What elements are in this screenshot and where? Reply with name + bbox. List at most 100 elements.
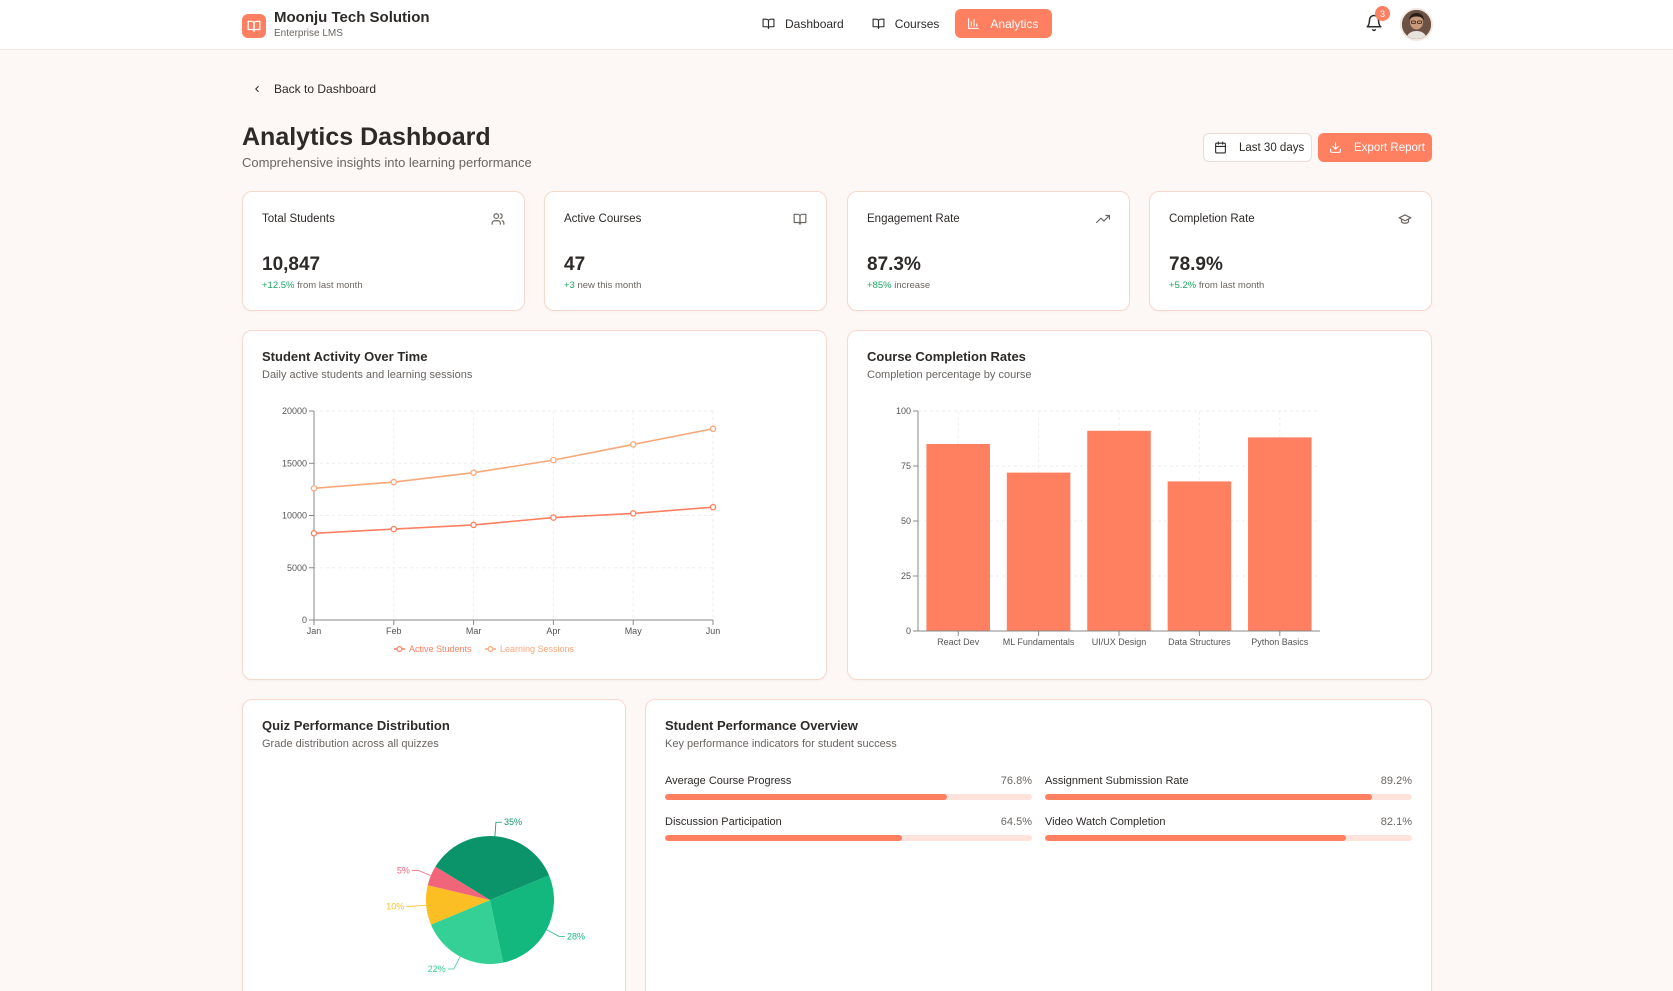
pie-leader-line — [494, 821, 502, 837]
nav-dashboard[interactable]: Dashboard — [750, 9, 856, 38]
book-open-icon — [242, 13, 266, 38]
users-icon — [491, 213, 505, 225]
x-tick-label: Data Structures — [1168, 637, 1231, 647]
kpi-value: 82.1% — [1380, 816, 1412, 828]
stat-value: 10,847 — [262, 254, 321, 275]
data-point — [390, 478, 398, 486]
y-tick-label: 25 — [901, 571, 911, 581]
pie-slice — [430, 900, 504, 964]
legend-label: Active Students — [409, 644, 472, 654]
x-tick-label: Mar — [466, 626, 482, 636]
stat-delta: +3 new this month — [564, 280, 642, 291]
progress-fill — [1045, 835, 1347, 841]
brand-subtitle: Enterprise LMS — [274, 28, 343, 39]
page-subtitle: Comprehensive insights into learning per… — [242, 155, 532, 170]
course-completion-chart: 0 25 50 75 100 React Dev ML Fundamentals UI/UX … — [896, 406, 1320, 647]
export-report-button[interactable]: Export Report — [1318, 133, 1432, 162]
chevron-left-icon — [255, 85, 259, 93]
student-activity-card: Student Activity Over Time Daily active … — [242, 330, 827, 680]
book-open-icon — [872, 18, 885, 29]
pie-leader-line — [411, 869, 431, 877]
graduation-cap-icon — [1398, 214, 1412, 224]
avatar[interactable] — [1400, 8, 1433, 41]
stat-delta: +12.5% from last month — [262, 280, 363, 291]
legend-marker — [396, 646, 403, 653]
pie-slice — [427, 866, 490, 900]
y-tick-label: 0 — [302, 615, 307, 625]
stat-delta: +85% increase — [867, 280, 931, 291]
x-tick-label: Python Basics — [1251, 637, 1309, 647]
back-link[interactable]: Back to Dashboard — [252, 82, 376, 96]
nav-label: Dashboard — [785, 16, 844, 31]
brand-name: Moonju Tech Solution — [274, 9, 430, 26]
date-range-button[interactable]: Last 30 days — [1203, 133, 1312, 162]
nav-analytics[interactable]: Analytics — [955, 9, 1053, 38]
kpi-label: Assignment Submission Rate — [1045, 775, 1189, 787]
date-range-label: Last 30 days — [1239, 141, 1305, 154]
y-tick-label: 75 — [901, 461, 911, 471]
quiz-performance-card: Quiz Performance Distribution Grade dist… — [242, 699, 626, 991]
x-tick-label: Apr — [546, 626, 560, 636]
bell-icon[interactable] — [1365, 14, 1383, 32]
kpi-video-watch-completion: Video Watch Completion 82.1% — [1045, 816, 1412, 841]
kpi-value: 89.2% — [1380, 775, 1412, 787]
series-line — [313, 427, 714, 490]
nav-label: Analytics — [990, 16, 1039, 31]
notification-badge: 3 — [1375, 6, 1390, 21]
student-performance-card: Student Performance Overview Key perform… — [645, 699, 1432, 991]
pie-leader-line — [447, 956, 461, 970]
card-subtitle: Grade distribution across all quizzes — [262, 738, 439, 750]
stat-title: Engagement Rate — [867, 213, 960, 225]
data-point — [550, 456, 557, 464]
card-title: Course Completion Rates — [867, 349, 1026, 364]
legend-label: Learning Sessions — [500, 644, 575, 654]
x-tick-label: Jan — [307, 626, 322, 636]
calendar-icon — [1215, 141, 1226, 154]
progress-fill — [665, 835, 902, 841]
pie-slice — [490, 875, 554, 963]
stat-title: Total Students — [262, 213, 335, 225]
nav-courses[interactable]: Courses — [860, 9, 952, 38]
legend-marker — [487, 646, 494, 653]
stat-title: Completion Rate — [1169, 213, 1255, 225]
data-point — [709, 425, 717, 433]
progress-track — [665, 794, 1032, 800]
y-tick-label: 10000 — [282, 511, 307, 521]
book-open-icon — [762, 18, 775, 29]
stat-value: 87.3% — [867, 254, 921, 275]
card-title: Quiz Performance Distribution — [262, 718, 450, 733]
card-subtitle: Daily active students and learning sessi… — [262, 369, 473, 381]
brand[interactable]: Moonju Tech Solution Enterprise LMS — [242, 10, 430, 41]
stat-value: 78.9% — [1169, 254, 1223, 275]
data-point — [709, 503, 717, 511]
kpi-label: Video Watch Completion — [1045, 816, 1166, 828]
kpi-average-course-progress: Average Course Progress 76.8% — [665, 775, 1032, 800]
y-tick-label: 50 — [901, 516, 911, 526]
pie-leader-line — [546, 929, 566, 937]
pie-label: 35% — [504, 817, 522, 827]
x-tick-label: Jun — [706, 626, 721, 636]
pie-label: 22% — [428, 964, 446, 974]
data-point — [310, 530, 318, 537]
pie-label: 10% — [386, 901, 404, 911]
bar — [1087, 430, 1151, 631]
book-open-icon — [793, 213, 807, 225]
export-label: Export Report — [1354, 141, 1425, 154]
kpi-assignment-submission-rate: Assignment Submission Rate 89.2% — [1045, 775, 1412, 800]
stat-title: Active Courses — [564, 213, 642, 225]
student-activity-chart: 0 5000 10000 15000 20000 Jan Feb Mar Apr May Jun Ac… — [282, 406, 721, 654]
quiz-distribution-pie: 35% 28% 22% 10% 5% — [386, 817, 585, 974]
progress-fill — [665, 794, 947, 800]
progress-fill — [1045, 794, 1373, 800]
y-tick-label: 15000 — [282, 458, 307, 468]
card-title: Student Performance Overview — [665, 718, 858, 733]
main-nav: Dashboard Courses Analytics — [750, 9, 1056, 38]
bar — [1006, 472, 1071, 631]
y-tick-label: 5000 — [287, 563, 307, 573]
card-subtitle: Key performance indicators for student s… — [665, 738, 897, 750]
back-label: Back to Dashboard — [274, 82, 377, 96]
stat-value: 47 — [564, 254, 586, 275]
progress-track — [1045, 794, 1412, 800]
bar — [1248, 437, 1312, 631]
y-tick-label: 100 — [896, 406, 911, 416]
